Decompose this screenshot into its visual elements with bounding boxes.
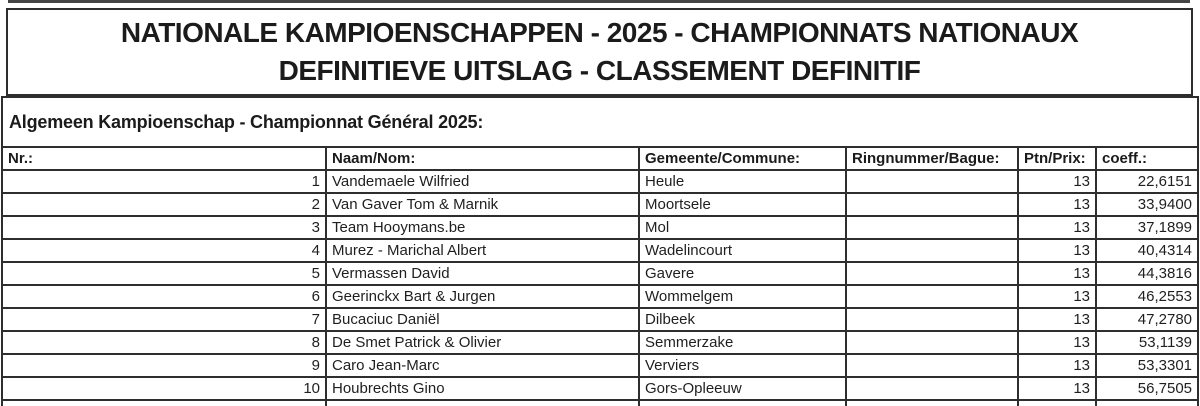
table-row: 5 Vermassen David Gavere 13 44,3816 — [1, 261, 1200, 286]
commune-cell: Heule — [638, 169, 847, 194]
name-cell: Bucaciuc Daniël — [325, 307, 640, 332]
points-cell: 13 — [1017, 261, 1097, 286]
rank-cell: 8 — [1, 330, 327, 355]
ring-cell — [845, 399, 1019, 406]
points-cell: 13 — [1017, 353, 1097, 378]
name-cell: Vandemaele Wilfried — [325, 169, 640, 194]
name-cell: Houbrechts Gino — [325, 376, 640, 401]
table-header-row: Nr.: Naam/Nom: Gemeente/Commune: Ringnum… — [1, 146, 1200, 171]
col-header-name: Naam/Nom: — [325, 146, 640, 171]
col-header-ring: Ringnummer/Bague: — [845, 146, 1019, 171]
document-title-line1: NATIONALE KAMPIOENSCHAPPEN - 2025 - CHAM… — [120, 17, 1079, 48]
rank-cell: 10 — [1, 376, 327, 401]
table-row: 3 Team Hooymans.be Mol 13 37,1899 — [1, 215, 1200, 240]
ring-cell — [845, 353, 1019, 378]
points-cell: 13 — [1017, 238, 1097, 263]
table-row: 2 Van Gaver Tom & Marnik Moortsele 13 33… — [1, 192, 1200, 217]
points-cell: 13 — [1017, 376, 1097, 401]
coeff-cell: 33,9400 — [1094, 192, 1200, 217]
name-cell: Geerinckx Bart & Jurgen — [325, 284, 640, 309]
commune-cell: Moortsele — [638, 192, 847, 217]
name-cell: Caro Jean-Marc — [325, 353, 640, 378]
document-title-box: NATIONALE KAMPIOENSCHAPPEN - 2025 - CHAM… — [6, 8, 1193, 96]
clipped-content-above — [8, 0, 1190, 3]
commune-cell: Semmerzake — [638, 330, 847, 355]
table-row: 7 Bucaciuc Daniël Dilbeek 13 47,2780 — [1, 307, 1200, 332]
table-row: 1 Vandemaele Wilfried Heule 13 22,6151 — [1, 169, 1200, 194]
commune-cell: Gors-Opleeuw — [638, 376, 847, 401]
commune-cell: Gavere — [638, 261, 847, 286]
table-row: 10 Houbrechts Gino Gors-Opleeuw 13 56,75… — [1, 376, 1200, 401]
col-header-commune: Gemeente/Commune: — [638, 146, 847, 171]
points-cell: 13 — [1017, 307, 1097, 332]
coeff-cell: 22,6151 — [1094, 169, 1200, 194]
table-row: 9 Caro Jean-Marc Verviers 13 53,3301 — [1, 353, 1200, 378]
ring-cell — [845, 238, 1019, 263]
rank-cell: 9 — [1, 353, 327, 378]
name-cell: Van Gaver Tom & Marnik — [325, 192, 640, 217]
name-cell: Team Hooymans.be — [325, 215, 640, 240]
section-heading: Algemeen Kampioenschap - Championnat Gén… — [0, 96, 1200, 148]
points-cell: 13 — [1017, 330, 1097, 355]
coeff-cell: 46,2553 — [1094, 284, 1200, 309]
rank-cell: 5 — [1, 261, 327, 286]
section-heading-row: Algemeen Kampioenschap - Championnat Gén… — [0, 96, 1200, 148]
ring-cell — [845, 169, 1019, 194]
name-cell: Murez - Marichal Albert — [325, 238, 640, 263]
points-cell: 13 — [1017, 215, 1097, 240]
document-title-line2: DEFINITIEVE UITSLAG - CLASSEMENT DEFINIT… — [278, 55, 921, 86]
coeff-cell: 56,7505 — [1094, 376, 1200, 401]
points-cell: 13 — [1017, 284, 1097, 309]
rank-cell: 2 — [1, 192, 327, 217]
rank-cell: 6 — [1, 284, 327, 309]
points-cell: 13 — [1017, 192, 1097, 217]
col-header-nr: Nr.: — [1, 146, 327, 171]
commune-cell — [638, 399, 847, 406]
coeff-cell: 53,1139 — [1094, 330, 1200, 355]
clipped-table-row — [1, 399, 1200, 406]
rank-cell: 4 — [1, 238, 327, 263]
ring-cell — [845, 284, 1019, 309]
ring-cell — [845, 215, 1019, 240]
coeff-cell: 44,3816 — [1094, 261, 1200, 286]
name-cell: De Smet Patrick & Olivier — [325, 330, 640, 355]
commune-cell: Mol — [638, 215, 847, 240]
table-row: 8 De Smet Patrick & Olivier Semmerzake 1… — [1, 330, 1200, 355]
name-cell — [325, 399, 640, 406]
ring-cell — [845, 330, 1019, 355]
ring-cell — [845, 307, 1019, 332]
ring-cell — [845, 376, 1019, 401]
commune-cell: Wommelgem — [638, 284, 847, 309]
rank-cell: 7 — [1, 307, 327, 332]
points-cell: 13 — [1017, 169, 1097, 194]
coeff-cell: 37,1899 — [1094, 215, 1200, 240]
table-row: 4 Murez - Marichal Albert Wadelincourt 1… — [1, 238, 1200, 263]
coeff-cell: 47,2780 — [1094, 307, 1200, 332]
col-header-coeff: coeff.: — [1094, 146, 1200, 171]
coeff-cell — [1094, 399, 1200, 406]
coeff-cell: 40,4314 — [1094, 238, 1200, 263]
rank-cell: 1 — [1, 169, 327, 194]
rank-cell — [1, 399, 327, 406]
col-header-ptn: Ptn/Prix: — [1017, 146, 1097, 171]
commune-cell: Wadelincourt — [638, 238, 847, 263]
ring-cell — [845, 192, 1019, 217]
coeff-cell: 53,3301 — [1094, 353, 1200, 378]
rank-cell: 3 — [1, 215, 327, 240]
name-cell: Vermassen David — [325, 261, 640, 286]
commune-cell: Dilbeek — [638, 307, 847, 332]
commune-cell: Verviers — [638, 353, 847, 378]
results-table: Algemeen Kampioenschap - Championnat Gén… — [0, 96, 1200, 406]
points-cell — [1017, 399, 1097, 406]
ring-cell — [845, 261, 1019, 286]
table-row: 6 Geerinckx Bart & Jurgen Wommelgem 13 4… — [1, 284, 1200, 309]
